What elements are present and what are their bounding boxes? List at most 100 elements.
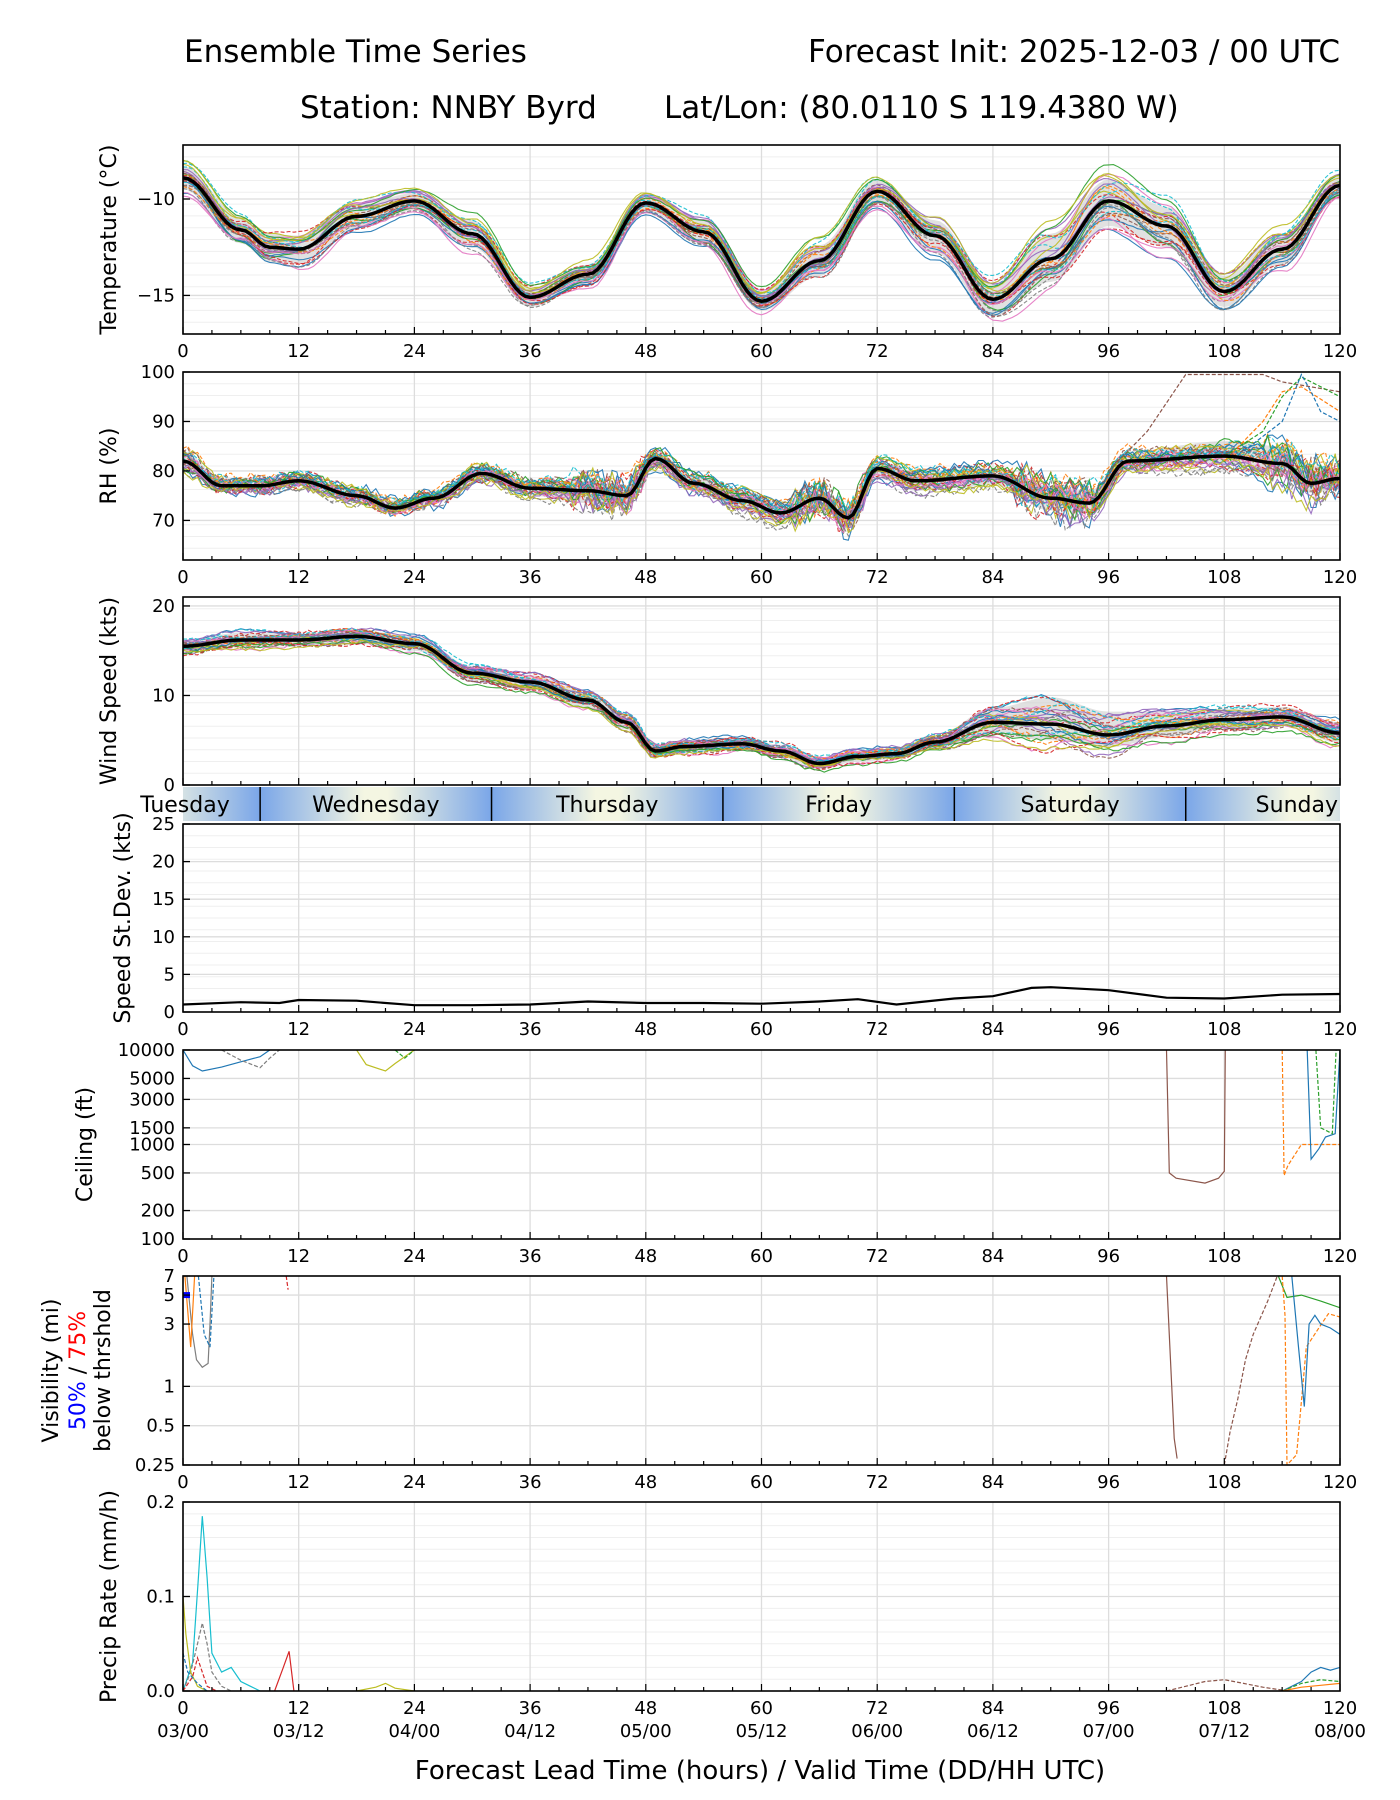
vis-75pct-label: 75% xyxy=(66,1311,91,1360)
day-band xyxy=(954,787,1186,821)
x-tick-label: 48 xyxy=(634,341,657,362)
panel-speed_stdev: 0 5 10 15 20 25 0 12 24 36 48 60 72 84 96 108 120 Speed S… xyxy=(111,812,1357,1040)
y-tick-label: 5 xyxy=(164,964,175,985)
figure-title: Ensemble Time Series xyxy=(184,34,527,70)
x-tick-label: 24 xyxy=(403,1019,426,1040)
y-tick-label: 5 xyxy=(164,1285,175,1306)
x-tick-label: 120 xyxy=(1323,567,1357,588)
ensemble-member xyxy=(183,173,1340,296)
day-band xyxy=(491,787,723,821)
y-tick-label: 90 xyxy=(152,411,175,432)
x-tick-label: 108 xyxy=(1207,1472,1241,1493)
valid-time-label: 05/00 xyxy=(620,1721,672,1742)
stdev-line xyxy=(183,986,1340,1007)
x-tick-label: 36 xyxy=(519,1698,542,1719)
y-axis-label: Speed St.Dev. (kts) xyxy=(111,812,136,1023)
panels: −15−100 12 24 36 48 60 72 84 96 108 120Temperature… xyxy=(39,144,1366,1742)
day-label: Thursday xyxy=(555,793,658,818)
y-tick-label: 0.25 xyxy=(135,1455,175,1476)
y-tick-label: 3 xyxy=(164,1314,175,1335)
y-tick-label: 10000 xyxy=(118,1040,175,1061)
x-tick-label: 12 xyxy=(287,1472,310,1493)
x-tick-label: 72 xyxy=(866,341,889,362)
y-tick-label: 500 xyxy=(141,1163,175,1184)
x-tick-label: 72 xyxy=(866,1472,889,1493)
day-label: Wednesday xyxy=(312,793,439,818)
x-tick-label: 84 xyxy=(981,567,1004,588)
member-line xyxy=(186,1276,213,1369)
x-tick-label: 120 xyxy=(1323,1698,1357,1719)
x-tick-label: 0 xyxy=(177,341,188,362)
x-tick-label: 96 xyxy=(1097,567,1120,588)
x-tick-label: 60 xyxy=(750,1472,773,1493)
x-tick-label: 60 xyxy=(750,1019,773,1040)
y-tick-label: −10 xyxy=(137,189,175,210)
x-tick-label: 12 xyxy=(287,1698,310,1719)
series-ceiling xyxy=(183,1050,1340,1184)
x-tick-label: 0 xyxy=(177,1698,188,1719)
y-axis-label: Wind Speed (kts) xyxy=(97,597,122,785)
valid-time-label: 04/00 xyxy=(388,1721,440,1742)
x-tick-label: 120 xyxy=(1323,1472,1357,1493)
x-tick-label: 60 xyxy=(750,567,773,588)
vis-50pct-label: 50% xyxy=(66,1381,91,1430)
day-label: Friday xyxy=(805,793,872,818)
x-tick-label: 12 xyxy=(287,567,310,588)
day-band xyxy=(183,787,261,821)
x-tick-label: 24 xyxy=(403,1698,426,1719)
y-tick-label: 15 xyxy=(152,889,175,910)
day-strip: Tuesday Wednesday Thursday Friday Saturday Su… xyxy=(139,787,1340,821)
ensemble-member xyxy=(183,448,1340,518)
ensemble-member xyxy=(183,640,1340,773)
x-tick-label: 36 xyxy=(519,341,542,362)
y-tick-label: 0.0 xyxy=(146,1681,175,1702)
y-tick-label: 100 xyxy=(141,1229,175,1250)
y-tick-label: 1500 xyxy=(129,1118,175,1139)
member-line xyxy=(1315,1050,1337,1135)
ensemble-member xyxy=(183,183,1340,306)
x-tick-label: 84 xyxy=(981,1698,1004,1719)
member-line xyxy=(274,1651,295,1691)
ensemble-member xyxy=(183,457,1340,534)
valid-time-label: 06/00 xyxy=(851,1721,903,1742)
member-line xyxy=(1165,1276,1178,1459)
spread-band xyxy=(183,166,1340,317)
member-1f77b4 xyxy=(1243,373,1340,452)
x-tick-label: 96 xyxy=(1097,1019,1120,1040)
x-tick-label: 0 xyxy=(177,1246,188,1267)
x-tick-label: 48 xyxy=(634,1472,657,1493)
ensemble-member xyxy=(183,160,1340,288)
member-line xyxy=(183,1653,208,1691)
x-tick-label: 96 xyxy=(1097,1472,1120,1493)
series-temperature xyxy=(183,159,1340,322)
y-tick-label: 80 xyxy=(152,461,175,482)
x-tick-label: 84 xyxy=(981,1246,1004,1267)
x-tick-label: 120 xyxy=(1323,1019,1357,1040)
y-axis-label: Visibility (mi) xyxy=(39,1299,64,1443)
member-line xyxy=(183,1050,271,1072)
y-tick-label: 0 xyxy=(164,1002,175,1023)
y-tick-label: 200 xyxy=(141,1201,175,1222)
member-2ca02c xyxy=(1223,376,1340,457)
grid-ceiling xyxy=(182,1049,1341,1240)
x-tick-label: 72 xyxy=(866,1698,889,1719)
y-tick-label: 0.5 xyxy=(146,1416,175,1437)
member-line xyxy=(183,1596,208,1691)
ensemble-member xyxy=(183,180,1340,316)
x-tick-label: 120 xyxy=(1323,1246,1357,1267)
valid-time-label: 03/12 xyxy=(273,1721,325,1742)
day-label: Saturday xyxy=(1020,793,1119,818)
ensemble-member xyxy=(183,441,1340,512)
y-axis-label-thresholds: 50% / 75% xyxy=(66,1311,91,1430)
member-line xyxy=(197,1276,215,1348)
y-tick-label: 1000 xyxy=(129,1135,175,1156)
grid-visibility xyxy=(182,1275,1341,1466)
y-axis-label: Temperature (°C) xyxy=(97,145,122,336)
member-line xyxy=(394,1050,415,1059)
y-tick-label: −15 xyxy=(137,285,175,306)
ensemble-member xyxy=(183,460,1340,538)
valid-time-label: 06/12 xyxy=(967,1721,1019,1742)
y-tick-label: 70 xyxy=(152,510,175,531)
ensemble-member xyxy=(183,169,1340,303)
